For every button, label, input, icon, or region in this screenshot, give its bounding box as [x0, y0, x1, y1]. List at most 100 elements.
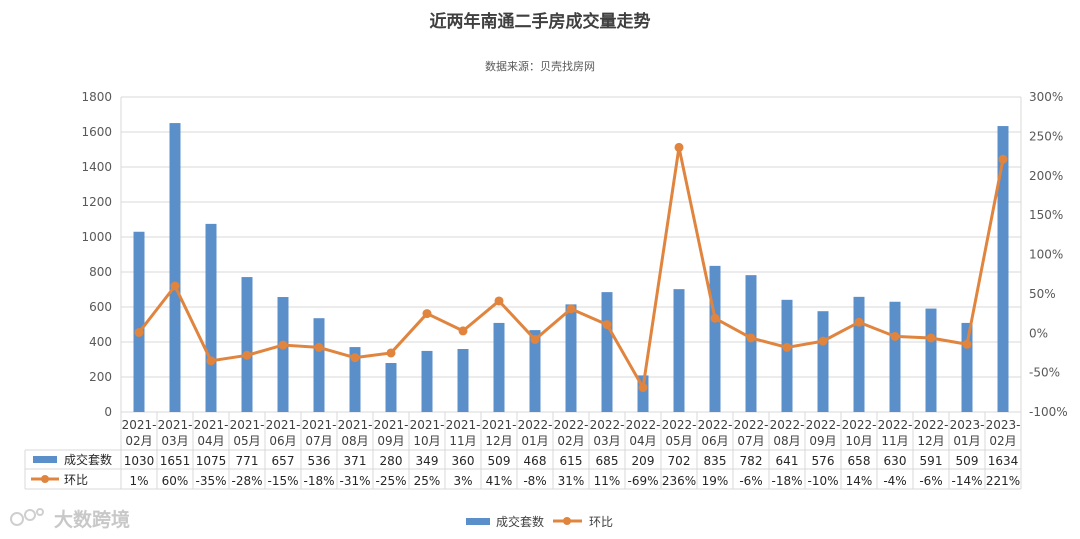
watermark: 大数跨境 [10, 508, 130, 531]
line-series [134, 142, 1008, 393]
table-cell-mom: -10% [807, 474, 838, 488]
category-label: 2022- [770, 418, 805, 432]
bar [205, 223, 217, 412]
table-cell-mom: -18% [303, 474, 334, 488]
left-tick-label: 1800 [81, 90, 112, 104]
category-label: 06月 [701, 434, 728, 448]
table-cell-mom: -4% [883, 474, 906, 488]
bar [889, 301, 901, 412]
category-label: 04月 [629, 434, 656, 448]
category-label: 09月 [809, 434, 836, 448]
table-cell-count: 509 [488, 454, 511, 468]
category-label: 11月 [449, 434, 476, 448]
category-label: 2022- [842, 418, 877, 432]
table-cell-count: 1634 [988, 454, 1019, 468]
table-cell-mom: 60% [162, 474, 189, 488]
table-cell-mom: 1% [129, 474, 148, 488]
mom-point [314, 342, 324, 352]
category-label: 2021- [158, 418, 193, 432]
table-cell-mom: 19% [702, 474, 729, 488]
table-bar-key [33, 456, 57, 463]
mom-point [350, 353, 360, 363]
category-label: 02月 [125, 434, 152, 448]
table-cell-count: 280 [380, 454, 403, 468]
category-label: 12月 [917, 434, 944, 448]
left-tick-label: 1600 [81, 125, 112, 139]
table-cell-count: 771 [236, 454, 259, 468]
category-label: 2022- [662, 418, 697, 432]
table-cell-mom: 25% [414, 474, 441, 488]
bar [673, 289, 685, 412]
legend-label: 环比 [589, 515, 613, 529]
chart-subtitle: 数据来源：贝壳找房网 [485, 59, 595, 73]
category-label: 06月 [269, 434, 296, 448]
table-cell-count: 1030 [124, 454, 155, 468]
mom-point [818, 336, 828, 346]
legend-line-marker [563, 517, 571, 525]
category-label: 05月 [233, 434, 260, 448]
category-label: 10月 [845, 434, 872, 448]
bar [133, 231, 145, 412]
mom-point [242, 350, 252, 360]
table-cell-count: 209 [632, 454, 655, 468]
mom-point [386, 348, 396, 358]
mom-point [746, 333, 756, 343]
category-label: 2023- [986, 418, 1021, 432]
table-cell-mom: 236% [662, 474, 696, 488]
right-tick-label: -100% [1029, 405, 1068, 419]
table-cell-count: 576 [812, 454, 835, 468]
category-label: 10月 [413, 434, 440, 448]
right-tick-label: 250% [1029, 129, 1063, 143]
mom-point [638, 383, 648, 393]
right-tick-label: -50% [1029, 366, 1060, 380]
left-tick-label: 1000 [81, 230, 112, 244]
left-tick-label: 1200 [81, 195, 112, 209]
category-label: 07月 [305, 434, 332, 448]
mom-point [782, 342, 792, 352]
table-cell-count: 371 [344, 454, 367, 468]
mom-point [206, 356, 216, 366]
table-cell-count: 630 [884, 454, 907, 468]
category-label: 2021- [230, 418, 265, 432]
left-tick-label: 600 [89, 300, 112, 314]
legend-bar-swatch [466, 518, 490, 525]
left-axis-ticks: 0 200 400 600 800 1000 1200 1400 1600 1800 [81, 90, 112, 419]
table-line-key-marker [41, 475, 49, 483]
category-label: 01月 [521, 434, 548, 448]
mom-point [566, 304, 576, 314]
bar [565, 304, 577, 412]
category-label: 2022- [590, 418, 625, 432]
gridlines [121, 96, 1021, 413]
category-label: 07月 [737, 434, 764, 448]
bar [709, 265, 721, 412]
mom-point [494, 296, 504, 306]
category-label: 2021- [374, 418, 409, 432]
category-label: 2022- [806, 418, 841, 432]
table-cell-count: 349 [416, 454, 439, 468]
bar [781, 299, 793, 412]
mom-point [134, 327, 144, 337]
table-cell-count: 591 [920, 454, 943, 468]
category-label: 2022- [914, 418, 949, 432]
bar [385, 363, 397, 412]
right-tick-label: 100% [1029, 248, 1063, 262]
mom-point [602, 320, 612, 330]
table-cell-count: 658 [848, 454, 871, 468]
table-cell-count: 1651 [160, 454, 191, 468]
bar [997, 126, 1009, 413]
table-cell-count: 360 [452, 454, 475, 468]
category-label: 02月 [989, 434, 1016, 448]
bar [601, 292, 613, 412]
bar [817, 311, 829, 412]
table-cell-mom: 31% [558, 474, 585, 488]
table-cell-mom: -69% [627, 474, 658, 488]
mom-point [674, 142, 684, 152]
table-cell-count: 685 [596, 454, 619, 468]
mom-point [170, 281, 180, 291]
category-label: 2021- [194, 418, 229, 432]
table-cell-mom: -28% [231, 474, 262, 488]
category-label: 02月 [557, 434, 584, 448]
table-cell-mom: 221% [986, 474, 1020, 488]
bar [529, 330, 541, 412]
table-cell-count: 702 [668, 454, 691, 468]
